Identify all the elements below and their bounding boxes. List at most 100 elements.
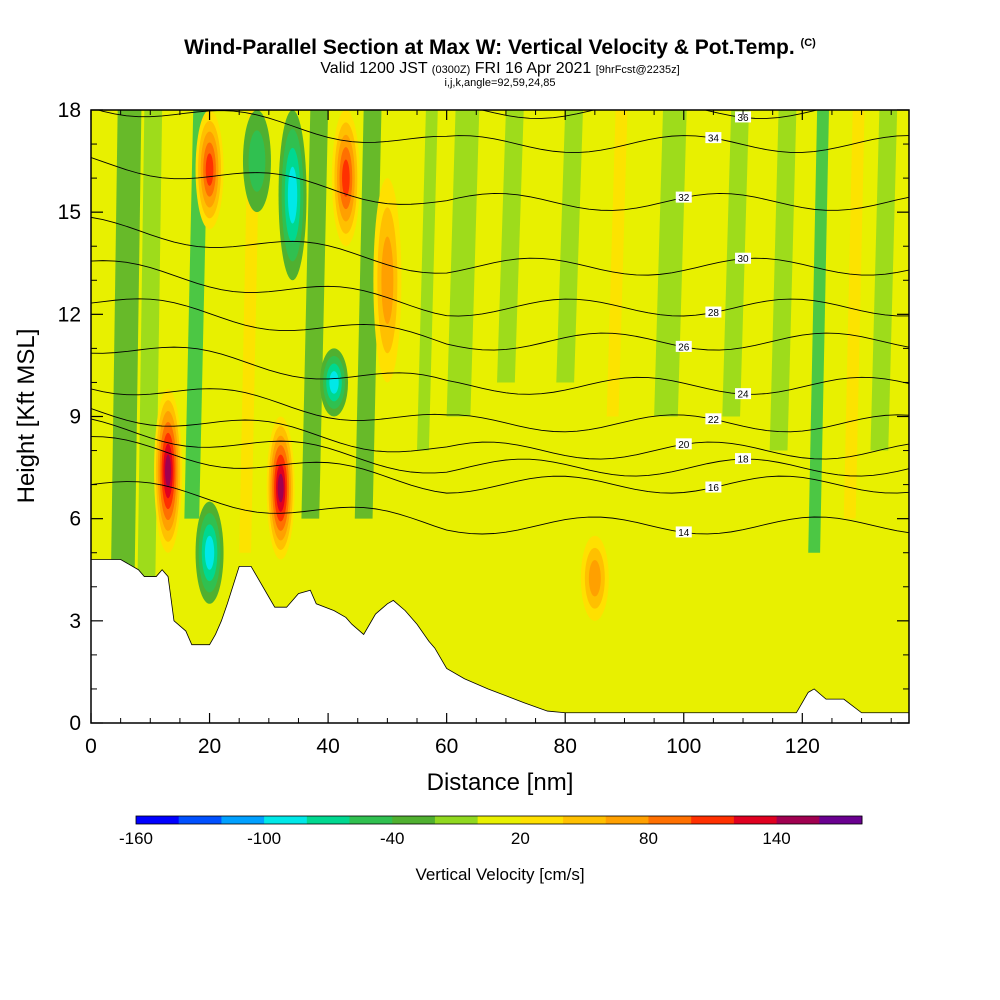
downdraft-core-0-level-3 xyxy=(204,535,215,570)
theta-label-box-36 xyxy=(735,111,752,123)
theta-label-box-22 xyxy=(705,413,722,425)
valid-date: FRI 16 Apr 2021 xyxy=(474,60,592,77)
y-tick-label-18: 18 xyxy=(58,99,81,122)
y-tick-label-15: 15 xyxy=(58,201,81,224)
field-streak-1 xyxy=(135,110,163,723)
y-tick-label-9: 9 xyxy=(69,406,81,429)
plot-area: 14 16 18 20 22 24 26 28 30 32 34 36 xyxy=(91,110,909,723)
colorbar-label-20: 20 xyxy=(511,829,530,848)
x-tick-label-0: 0 xyxy=(85,735,97,758)
downdraft-core-1-level-3 xyxy=(287,166,298,224)
terrain xyxy=(91,559,909,723)
theta-contour-26 xyxy=(91,298,909,351)
theta-label-box-26 xyxy=(675,340,692,352)
theta-contour-28 xyxy=(91,260,909,317)
section-info: i,j,k,angle=92,59,24,85 xyxy=(444,77,556,89)
field-streak-7 xyxy=(446,110,480,417)
field-streak-16 xyxy=(870,110,898,451)
x-tick-label-60: 60 xyxy=(435,735,458,758)
y-tick-label-6: 6 xyxy=(69,508,81,531)
x-tick-label-120: 120 xyxy=(785,735,820,758)
theta-label-box-24 xyxy=(735,388,752,400)
field-streak-14 xyxy=(808,110,829,553)
updraft-core-1-level-6 xyxy=(277,473,284,503)
colorbar-swatch-10 xyxy=(563,816,607,824)
theta-contour-14 xyxy=(91,481,909,535)
chart-title-text: Wind-Parallel Section at Max W: Vertical… xyxy=(184,36,795,59)
x-axis-label: Distance [nm] xyxy=(427,769,574,796)
theta-label-30: 30 xyxy=(737,254,749,265)
colorbar-label--40: -40 xyxy=(380,829,405,848)
theta-label-20: 20 xyxy=(678,440,690,451)
field-streak-10 xyxy=(606,110,628,417)
theta-label-22: 22 xyxy=(708,415,720,426)
chart-title: Wind-Parallel Section at Max W: Vertical… xyxy=(0,36,1000,60)
x-tick-label-40: 40 xyxy=(316,735,339,758)
theta-label-32: 32 xyxy=(678,193,690,204)
theta-label-box-28 xyxy=(705,306,722,318)
theta-contour-24 xyxy=(91,346,909,395)
x-tick-label-20: 20 xyxy=(198,735,221,758)
theta-contour-34 xyxy=(96,110,909,153)
valid-prefix: Valid 1200 JST xyxy=(320,60,428,77)
colorbar-swatch-13 xyxy=(691,816,735,824)
field-streak-4 xyxy=(301,110,329,519)
theta-contour-30 xyxy=(91,216,909,276)
updraft-core-3-level-4 xyxy=(205,153,214,186)
theta-label-26: 26 xyxy=(678,342,690,353)
colorbar-swatch-12 xyxy=(648,816,692,824)
colorbar: -160 -100 -40 20 80 140 xyxy=(119,815,863,848)
theta-label-box-34 xyxy=(705,132,722,144)
theta-label-24: 24 xyxy=(737,390,749,401)
theta-label-box-16 xyxy=(705,481,722,493)
colorbar-swatch-2 xyxy=(221,816,265,824)
updraft-core-0-level-6 xyxy=(165,454,172,488)
colorbar-swatch-15 xyxy=(776,816,820,824)
theta-label-34: 34 xyxy=(708,134,720,145)
colorbar-swatch-8 xyxy=(477,816,521,824)
colorbar-swatch-7 xyxy=(434,816,479,824)
theta-label-box-18 xyxy=(735,453,752,465)
valid-utc: (0300Z) xyxy=(431,64,471,76)
field-streak-15 xyxy=(843,110,865,519)
colorbar-swatch-16 xyxy=(819,816,863,824)
theta-label-16: 16 xyxy=(708,483,720,494)
theta-label-box-14 xyxy=(675,526,692,538)
colorbar-swatch-11 xyxy=(605,816,649,824)
theta-contour-20 xyxy=(91,408,909,460)
colorbar-swatch-9 xyxy=(520,816,564,824)
theta-label-box-20 xyxy=(675,438,692,450)
theta-contour-32 xyxy=(91,157,909,211)
theta-contour-36 xyxy=(479,110,820,119)
theta-contour-22 xyxy=(91,388,909,433)
colorbar-swatch-0 xyxy=(136,816,180,824)
y-axis-label: Height [Kft MSL] xyxy=(13,329,40,504)
theta-contour-16 xyxy=(91,436,909,494)
y-tick-label-12: 12 xyxy=(58,303,81,326)
x-tick-label-80: 80 xyxy=(554,735,577,758)
theta-label-28: 28 xyxy=(708,308,720,319)
field-streak-11 xyxy=(654,110,687,417)
downdraft-core-3-level-1 xyxy=(248,130,266,192)
theta-label-box-30 xyxy=(735,252,752,264)
colorbar-label--100: -100 xyxy=(247,829,281,848)
field-streak-3 xyxy=(239,110,260,553)
theta-label-18: 18 xyxy=(737,455,749,466)
y-tick-label-0: 0 xyxy=(69,712,81,735)
downdraft-core-2-level-3 xyxy=(329,371,339,394)
colorbar-swatch-1 xyxy=(178,816,222,824)
chart-subtitle: Valid 1200 JST (0300Z) FRI 16 Apr 2021 [… xyxy=(0,60,1000,78)
field-streak-6 xyxy=(417,110,438,451)
colorbar-swatch-14 xyxy=(733,816,778,824)
updraft-core-5-level-2 xyxy=(588,560,601,597)
theta-contour-18 xyxy=(91,418,909,477)
field-streak-9 xyxy=(556,110,583,383)
velocity-cores xyxy=(154,110,609,621)
colorbar-title: Vertical Velocity [cm/s] xyxy=(415,865,584,884)
x-tick-label-100: 100 xyxy=(666,735,701,758)
colorbar-label--160: -160 xyxy=(119,829,153,848)
colorbar-swatch-6 xyxy=(392,816,436,824)
field-streak-13 xyxy=(769,110,797,451)
